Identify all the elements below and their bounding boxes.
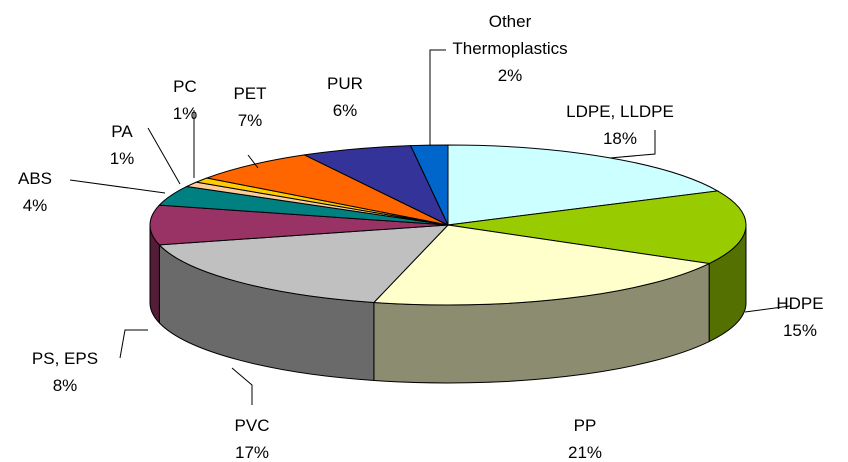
slice-label: PA 1% bbox=[110, 118, 135, 172]
leader-lines bbox=[69, 49, 791, 405]
leader-line bbox=[69, 179, 166, 194]
slice-label: ABS 4% bbox=[18, 165, 52, 219]
slice-label: PS, EPS 8% bbox=[32, 345, 98, 399]
slice-name: PET bbox=[233, 84, 267, 103]
slice-value: 1% bbox=[172, 104, 198, 123]
slice-label: PUR 6% bbox=[327, 70, 363, 124]
pie-slice bbox=[372, 224, 711, 306]
pie-slice bbox=[158, 224, 450, 304]
slice-name: PP bbox=[573, 416, 597, 435]
slice-name: ABS bbox=[17, 169, 53, 188]
slice-value: 18% bbox=[602, 129, 638, 148]
pie-slice bbox=[447, 190, 747, 265]
slice-value: 8% bbox=[52, 376, 78, 395]
leader-line bbox=[609, 130, 656, 159]
leader-line bbox=[744, 305, 791, 313]
slice-value: 6% bbox=[332, 101, 358, 120]
pie-slice bbox=[447, 144, 720, 226]
slice-name: PVC bbox=[234, 416, 270, 435]
slice-value: 1% bbox=[109, 149, 135, 168]
slice-label: PET 7% bbox=[233, 80, 266, 134]
slice-label: Other Thermoplastics 2% bbox=[435, 8, 585, 89]
slice-name: PUR bbox=[327, 74, 363, 93]
leader-line bbox=[231, 367, 253, 405]
slice-label: PC 1% bbox=[173, 73, 198, 127]
leader-line bbox=[429, 49, 446, 146]
pie-slice bbox=[409, 144, 449, 226]
slice-value: 4% bbox=[22, 196, 48, 215]
leader-line bbox=[247, 154, 259, 169]
slice-name: PC bbox=[173, 77, 197, 96]
slice-value: 2% bbox=[497, 66, 523, 85]
slice-name: LDPE, LLDPE bbox=[566, 102, 674, 121]
pie-tops bbox=[149, 144, 747, 306]
leader-line bbox=[119, 329, 148, 359]
pie-slice bbox=[149, 204, 449, 246]
slice-name: PS, EPS bbox=[31, 349, 99, 368]
slice-name: Other Thermoplastics bbox=[452, 12, 568, 58]
slice-label: HDPE 15% bbox=[776, 290, 823, 344]
slice-value: 21% bbox=[567, 443, 603, 462]
slice-name: HDPE bbox=[776, 294, 824, 313]
slice-label: PP 21% bbox=[568, 412, 602, 462]
pie-sides bbox=[149, 224, 747, 384]
slice-value: 15% bbox=[782, 321, 818, 340]
pie-slice bbox=[205, 154, 449, 226]
slice-label: PVC 17% bbox=[235, 412, 270, 462]
leader-line bbox=[147, 127, 181, 185]
slice-name: PA bbox=[111, 122, 133, 141]
slice-value: 7% bbox=[237, 111, 263, 130]
slice-label: LDPE, LLDPE 18% bbox=[566, 98, 674, 152]
slice-value: 17% bbox=[234, 443, 270, 462]
